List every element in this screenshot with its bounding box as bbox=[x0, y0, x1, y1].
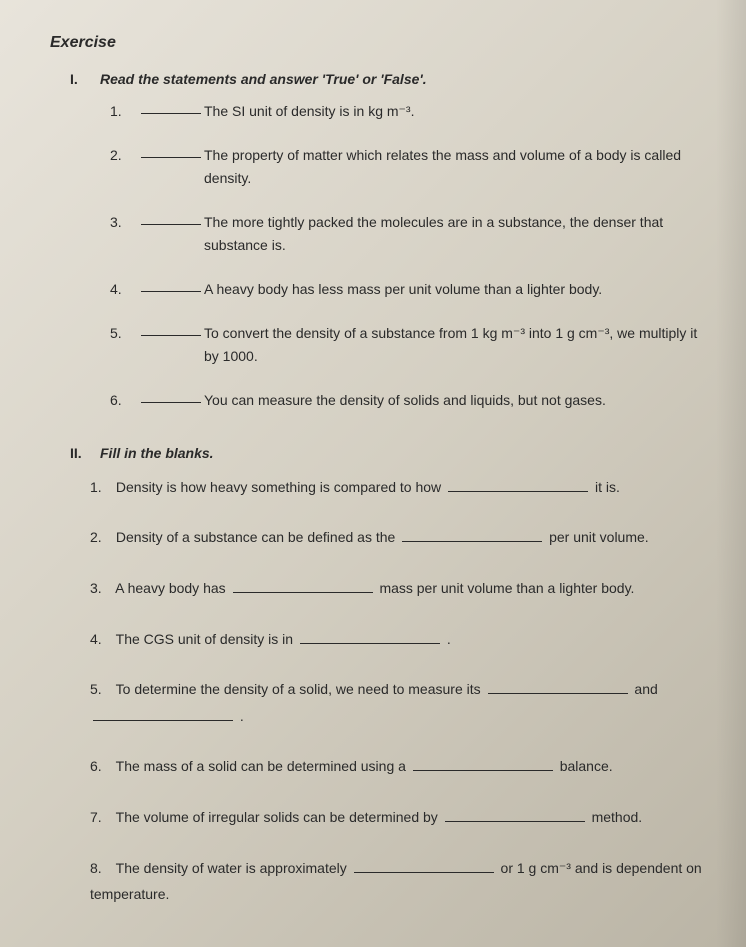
tf-item: 2. The property of matter which relates … bbox=[110, 144, 706, 189]
answer-blank[interactable] bbox=[141, 144, 201, 158]
item-num: 1. bbox=[110, 100, 138, 122]
exercise-heading: Exercise bbox=[50, 30, 706, 56]
item-num: 8. bbox=[90, 855, 112, 882]
item-text: The property of matter which relates the… bbox=[204, 144, 706, 189]
item-num: 2. bbox=[110, 144, 138, 166]
item-text: To convert the density of a substance fr… bbox=[204, 322, 706, 367]
item-num: 5. bbox=[110, 322, 138, 344]
item-text-pre: The mass of a solid can be determined us… bbox=[116, 758, 406, 774]
item-text-pre: Density is how heavy something is compar… bbox=[116, 479, 441, 495]
tf-item: 3. The more tightly packed the molecules… bbox=[110, 211, 706, 256]
fill-blank-items: 1. Density is how heavy something is com… bbox=[90, 474, 706, 908]
item-num: 4. bbox=[110, 278, 138, 300]
tf-item: 6. You can measure the density of solids… bbox=[110, 389, 706, 411]
answer-blank[interactable] bbox=[488, 680, 628, 694]
tf-item: 5. To convert the density of a substance… bbox=[110, 322, 706, 367]
item-text: You can measure the density of solids an… bbox=[204, 389, 706, 411]
section-2-header: II. Fill in the blanks. bbox=[70, 442, 706, 464]
item-num: 2. bbox=[90, 524, 112, 551]
true-false-items: 1. The SI unit of density is in kg m⁻³. … bbox=[110, 100, 706, 412]
section-1-num: I. bbox=[70, 68, 100, 90]
item-text-post: method. bbox=[592, 809, 643, 825]
answer-blank[interactable] bbox=[93, 707, 233, 721]
answer-blank[interactable] bbox=[141, 100, 201, 114]
item-text-post: it is. bbox=[595, 479, 620, 495]
item-text-pre: The CGS unit of density is in bbox=[116, 631, 293, 647]
item-text-post: . bbox=[240, 708, 244, 724]
item-text-pre: The volume of irregular solids can be de… bbox=[116, 809, 438, 825]
item-text: The more tightly packed the molecules ar… bbox=[204, 211, 706, 256]
tf-item: 1. The SI unit of density is in kg m⁻³. bbox=[110, 100, 706, 122]
item-text-post: per unit volume. bbox=[549, 529, 649, 545]
item-num: 6. bbox=[110, 389, 138, 411]
answer-blank[interactable] bbox=[141, 211, 201, 225]
answer-blank[interactable] bbox=[445, 808, 585, 822]
item-text-post: balance. bbox=[560, 758, 613, 774]
item-text: The SI unit of density is in kg m⁻³. bbox=[204, 100, 706, 122]
answer-blank[interactable] bbox=[141, 322, 201, 336]
section-2-title: Fill in the blanks. bbox=[100, 442, 214, 464]
answer-blank[interactable] bbox=[354, 859, 494, 873]
item-num: 4. bbox=[90, 626, 112, 653]
answer-blank[interactable] bbox=[233, 579, 373, 593]
answer-blank[interactable] bbox=[413, 757, 553, 771]
item-text-pre: Density of a substance can be defined as… bbox=[116, 529, 395, 545]
item-num: 7. bbox=[90, 804, 112, 831]
item-text-mid: and bbox=[634, 681, 657, 697]
answer-blank[interactable] bbox=[141, 389, 201, 403]
item-text: A heavy body has less mass per unit volu… bbox=[204, 278, 706, 300]
item-text-pre: A heavy body has bbox=[115, 580, 226, 596]
answer-blank[interactable] bbox=[300, 630, 440, 644]
fill-item: 5. To determine the density of a solid, … bbox=[90, 676, 706, 729]
item-text-post: . bbox=[447, 631, 451, 647]
fill-item: 7. The volume of irregular solids can be… bbox=[90, 804, 706, 831]
answer-blank[interactable] bbox=[141, 278, 201, 292]
item-num: 5. bbox=[90, 676, 112, 703]
item-num: 3. bbox=[110, 211, 138, 233]
fill-item: 2. Density of a substance can be defined… bbox=[90, 524, 706, 551]
tf-item: 4. A heavy body has less mass per unit v… bbox=[110, 278, 706, 300]
item-num: 3. bbox=[90, 575, 112, 602]
item-num: 1. bbox=[90, 474, 112, 501]
answer-blank[interactable] bbox=[402, 528, 542, 542]
section-2-num: II. bbox=[70, 442, 100, 464]
item-text-pre: To determine the density of a solid, we … bbox=[116, 681, 481, 697]
item-num: 6. bbox=[90, 753, 112, 780]
section-1-header: I. Read the statements and answer 'True'… bbox=[70, 68, 706, 90]
fill-item: 8. The density of water is approximately… bbox=[90, 855, 706, 908]
fill-item: 3. A heavy body has mass per unit volume… bbox=[90, 575, 706, 602]
item-text-post: mass per unit volume than a lighter body… bbox=[379, 580, 634, 596]
section-1-title: Read the statements and answer 'True' or… bbox=[100, 68, 427, 90]
item-text-pre: The density of water is approximately bbox=[116, 860, 347, 876]
answer-blank[interactable] bbox=[448, 478, 588, 492]
fill-item: 6. The mass of a solid can be determined… bbox=[90, 753, 706, 780]
fill-item: 1. Density is how heavy something is com… bbox=[90, 474, 706, 501]
fill-item: 4. The CGS unit of density is in . bbox=[90, 626, 706, 653]
